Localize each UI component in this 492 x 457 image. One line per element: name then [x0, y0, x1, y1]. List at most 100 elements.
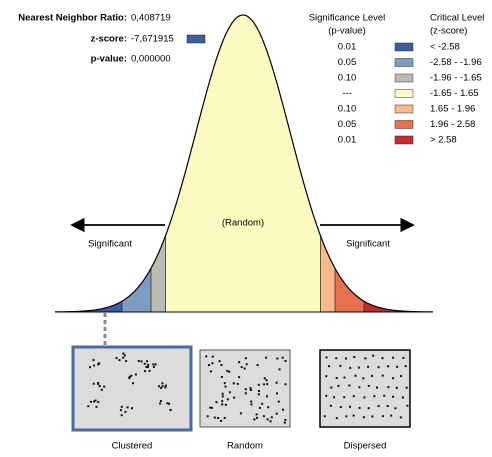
dot	[263, 383, 265, 386]
dot	[226, 369, 229, 372]
dot	[372, 354, 375, 357]
dot	[143, 362, 146, 365]
dot	[124, 410, 127, 413]
dot	[217, 417, 220, 419]
dot	[169, 409, 172, 412]
dot	[98, 385, 101, 388]
dot	[233, 396, 236, 399]
dot	[392, 395, 395, 398]
dot	[221, 395, 224, 398]
dots	[87, 352, 409, 424]
dot	[325, 356, 328, 359]
dot	[215, 401, 218, 404]
pattern-box	[319, 349, 411, 428]
pattern-label: Random	[227, 441, 263, 452]
legend-z: -1.65 - 1.65	[430, 88, 479, 99]
dot	[159, 402, 162, 405]
dot	[161, 385, 164, 388]
dot	[345, 357, 347, 360]
dot	[232, 382, 235, 385]
dot	[386, 405, 389, 407]
dot	[284, 360, 287, 362]
dot	[93, 364, 95, 367]
dot	[118, 359, 121, 362]
dot	[245, 363, 248, 366]
legend-p: 0.10	[338, 104, 357, 115]
dot	[390, 414, 393, 417]
stat-value: 0,000000	[131, 54, 171, 65]
dot	[387, 365, 390, 368]
legend-z: -1.96 - -1.65	[430, 73, 482, 84]
curve-region	[165, 15, 321, 313]
dot	[205, 355, 208, 358]
dot	[263, 377, 266, 380]
dot	[238, 376, 241, 379]
dot	[343, 376, 346, 379]
curve-region	[364, 301, 433, 312]
dot	[394, 407, 397, 410]
dot	[358, 406, 361, 409]
dot	[164, 384, 167, 387]
dot	[220, 375, 223, 378]
dot	[284, 418, 287, 421]
legend-header: (p-value)	[328, 26, 366, 37]
stat-label: z-score:	[91, 34, 127, 45]
dot	[267, 406, 270, 409]
dot	[132, 382, 134, 385]
dot	[95, 405, 98, 408]
dot	[396, 365, 399, 368]
dot	[371, 374, 373, 377]
dot	[206, 415, 209, 418]
dot	[221, 392, 224, 395]
dot	[244, 388, 247, 391]
dot	[228, 391, 231, 394]
dot	[283, 421, 286, 424]
right-label: Significant	[346, 239, 390, 250]
dot	[282, 408, 284, 411]
dot	[363, 396, 366, 399]
dot	[119, 409, 122, 412]
dot	[405, 386, 408, 389]
dot	[218, 360, 221, 363]
dot	[223, 382, 226, 385]
stat-value: 0,408719	[131, 13, 171, 24]
dot	[335, 417, 338, 420]
dot	[249, 387, 252, 390]
legend-p: ---	[342, 88, 352, 99]
dot	[255, 413, 258, 416]
dot	[276, 357, 279, 360]
dot	[354, 374, 357, 377]
dot	[120, 405, 123, 408]
legend-header: Significance Level	[309, 13, 386, 24]
dot	[209, 406, 212, 409]
dot	[352, 414, 355, 417]
dot	[266, 395, 268, 398]
dot	[89, 366, 91, 369]
dot	[125, 360, 128, 363]
dot	[281, 356, 284, 359]
dot	[211, 362, 214, 365]
dot	[152, 365, 155, 368]
dot	[166, 402, 169, 405]
dot	[154, 363, 157, 366]
dot	[362, 377, 365, 380]
dot	[258, 406, 261, 409]
dot	[270, 416, 273, 419]
dot	[220, 364, 223, 366]
dot	[276, 392, 278, 395]
dot	[97, 381, 100, 384]
dot	[123, 354, 126, 357]
legend-swatch	[394, 89, 414, 98]
dot	[383, 394, 386, 397]
dot	[362, 416, 365, 419]
curve-region	[320, 235, 335, 312]
dot	[92, 382, 95, 385]
dot	[345, 415, 348, 418]
legend-header: Critical Level	[430, 13, 484, 24]
dot	[97, 401, 100, 403]
dot	[256, 364, 259, 367]
dot	[148, 369, 151, 372]
dot	[244, 392, 247, 395]
dot	[243, 367, 246, 370]
dot	[238, 361, 241, 364]
